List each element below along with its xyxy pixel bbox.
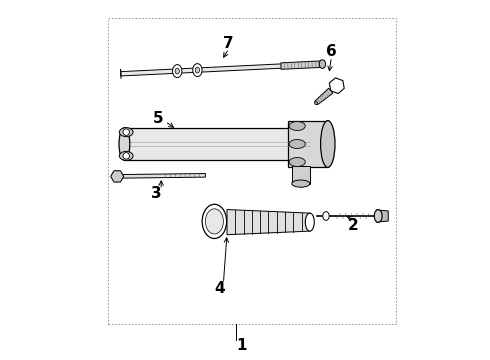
Polygon shape: [195, 67, 199, 73]
Text: 6: 6: [326, 44, 337, 59]
Polygon shape: [329, 78, 344, 94]
Polygon shape: [121, 62, 322, 76]
Polygon shape: [376, 210, 388, 222]
Circle shape: [123, 129, 129, 135]
Bar: [292, 166, 310, 184]
Polygon shape: [227, 210, 310, 235]
Polygon shape: [315, 88, 333, 105]
Polygon shape: [175, 68, 179, 74]
Ellipse shape: [323, 212, 329, 220]
Ellipse shape: [202, 204, 227, 238]
Ellipse shape: [292, 180, 310, 187]
Bar: [288, 121, 328, 167]
Ellipse shape: [319, 60, 326, 68]
Ellipse shape: [120, 152, 133, 161]
Ellipse shape: [205, 209, 223, 234]
Text: 5: 5: [152, 111, 163, 126]
Polygon shape: [172, 64, 182, 77]
Bar: [108, 18, 396, 324]
Polygon shape: [111, 171, 123, 182]
Polygon shape: [193, 64, 202, 77]
Ellipse shape: [315, 102, 318, 105]
Text: 4: 4: [215, 281, 225, 296]
Bar: [124, 128, 310, 160]
Ellipse shape: [289, 139, 305, 148]
Ellipse shape: [120, 128, 133, 137]
Ellipse shape: [289, 122, 305, 131]
Ellipse shape: [305, 213, 314, 231]
Text: 2: 2: [347, 217, 358, 233]
Ellipse shape: [289, 158, 305, 166]
Polygon shape: [281, 61, 322, 69]
Ellipse shape: [119, 128, 130, 160]
Polygon shape: [117, 174, 205, 178]
Text: 1: 1: [236, 338, 246, 353]
Text: 3: 3: [151, 186, 161, 201]
Circle shape: [123, 153, 129, 159]
Ellipse shape: [374, 210, 382, 222]
Ellipse shape: [320, 121, 335, 167]
Text: 7: 7: [223, 36, 234, 51]
Ellipse shape: [112, 171, 122, 182]
